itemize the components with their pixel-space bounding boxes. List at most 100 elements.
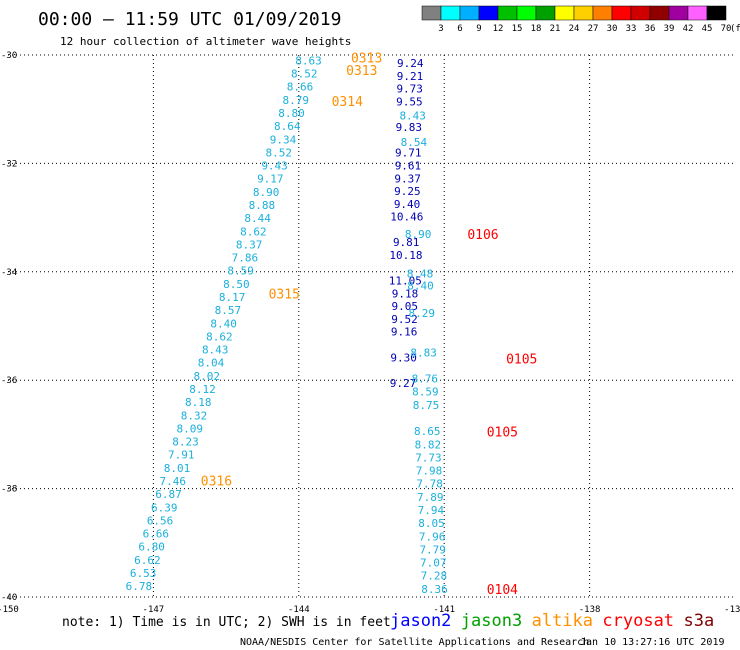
colorbar-swatch [535,5,556,21]
colorbar-swatch [592,5,613,21]
wave-height-value: 8.75 [413,399,440,412]
colorbar-label: 70 [721,24,732,34]
wave-height-value: 8.12 [189,383,216,396]
colorbar-swatch [440,5,461,21]
wave-height-value: 8.62 [206,330,233,343]
colorbar-swatch [554,5,575,21]
pass-time-label: 0315 [269,287,300,302]
y-tick-label: -32 [1,159,17,169]
y-tick-label: -36 [1,376,17,386]
colorbar-swatch [649,5,670,21]
wave-height-value: 9.05 [391,300,418,313]
wave-height-value: 10.18 [389,249,422,262]
colorbar-swatch [459,5,480,21]
legend-entry: jason2 [390,611,451,631]
wave-height-value: 6.80 [138,541,165,554]
wave-height-value: 9.40 [394,198,421,211]
wave-height-value: 8.90 [253,186,280,199]
pass-time-label: 0316 [201,474,232,489]
wave-height-value: 6.78 [126,580,153,593]
wave-height-value: 8.32 [181,409,208,422]
wave-height-value: 8.01 [164,462,191,475]
pass-time-label: 0106 [467,228,498,243]
colorbar-swatch [421,5,442,21]
wave-height-value: 8.64 [274,120,301,133]
x-tick-label: -135 [724,605,740,615]
pass-time-label: 0314 [332,95,363,110]
y-tick-label: -38 [1,485,17,495]
wave-height-value: 9.17 [257,173,284,186]
wave-height-value: 8.83 [410,346,437,359]
wave-height-value: 8.23 [172,436,199,449]
wave-height-value: 8.09 [177,422,204,435]
wave-height-value: 8.62 [240,225,267,238]
pass-time-label: 0105 [506,353,537,368]
wave-height-value: 9.18 [392,287,419,300]
wave-height-value: 8.76 [412,373,439,386]
satellite-legend: jason2 jason3 altika cryosat s3a [390,611,714,631]
y-tick-label: -30 [1,51,17,61]
wave-height-value: 8.36 [421,583,448,596]
wave-height-value: 8.90 [405,228,432,241]
wave-height-value: 8.43 [399,110,426,123]
wave-height-value: 8.52 [291,68,318,81]
wave-height-value: 9.34 [270,133,297,146]
wave-height-value: 8.48 [407,267,434,280]
wave-height-value: 7.78 [416,478,443,491]
colorbar-label: 33 [626,24,637,34]
wave-height-value: 7.86 [232,252,259,265]
wave-height-value: 8.17 [219,291,246,304]
wave-height-value: 7.73 [415,451,442,464]
legend-entry: jason3 [461,611,522,631]
wave-height-value: 8.50 [223,278,250,291]
colorbar-label: 21 [550,24,561,34]
wave-height-value: 8.59 [412,386,439,399]
colorbar-swatch [630,5,651,21]
colorbar-swatch [478,5,499,21]
colorbar-swatch [687,5,708,21]
wave-height-value: 8.82 [415,438,442,451]
colorbar-label: 24 [569,24,580,34]
wave-height-value: 7.98 [416,465,443,478]
x-tick-label: -141 [433,605,455,615]
wave-height-value: 6.56 [147,514,174,527]
wave-height-value: 9.16 [391,326,418,339]
axis-ticks: -150 -147 -144 -141 -138 -135 -30 -32 -34 -36 -38 -… [0,51,740,615]
wave-height-value: 10.46 [390,211,423,224]
x-tick-label: -147 [143,605,165,615]
wave-height-value: 9.30 [390,351,417,364]
wave-height-points: 8.638.528.668.798.808.649.348.529.439.17… [126,54,448,595]
colorbar-label: 45 [702,24,713,34]
colorbar-label: 15 [512,24,523,34]
colorbar-swatch [611,5,632,21]
wave-height-value: 6.39 [151,501,178,514]
wave-height-value: 7.96 [419,530,446,543]
colorbar-label: 6 [457,24,462,34]
wave-height-value: 6.66 [143,528,170,541]
wave-height-value: 8.88 [249,199,276,212]
wave-height-value: 8.04 [198,357,225,370]
wave-height-value: 6.62 [134,554,161,567]
wave-height-value: 9.21 [397,70,424,83]
wave-height-value: 9.83 [396,121,423,134]
x-tick-label: -138 [579,605,601,615]
colorbar-swatch [706,5,727,21]
wave-height-value: 9.81 [393,236,420,249]
wave-height-value: 8.52 [266,146,293,159]
colorbar-label: 42 [683,24,694,34]
colorbar-swatch [668,5,689,21]
colorbar-label: 12 [493,24,504,34]
wave-height-value: 9.24 [397,57,424,70]
wave-height-value: 11.05 [389,275,422,288]
footer-credit: NOAA/NESDIS Center for Satellite Applica… [240,637,589,648]
colorbar-label: 18 [531,24,542,34]
pass-time-label: 0313 [346,64,377,79]
colorbar-unit: (ft) [730,24,740,34]
chart-subtitle: 12 hour collection of altimeter wave hei… [60,35,351,48]
pass-time-label: 0313 [351,52,382,67]
wave-height-value: 6.53 [130,567,157,580]
footer-timestamp: Jan 10 13:27:16 UTC 2019 [580,637,725,648]
